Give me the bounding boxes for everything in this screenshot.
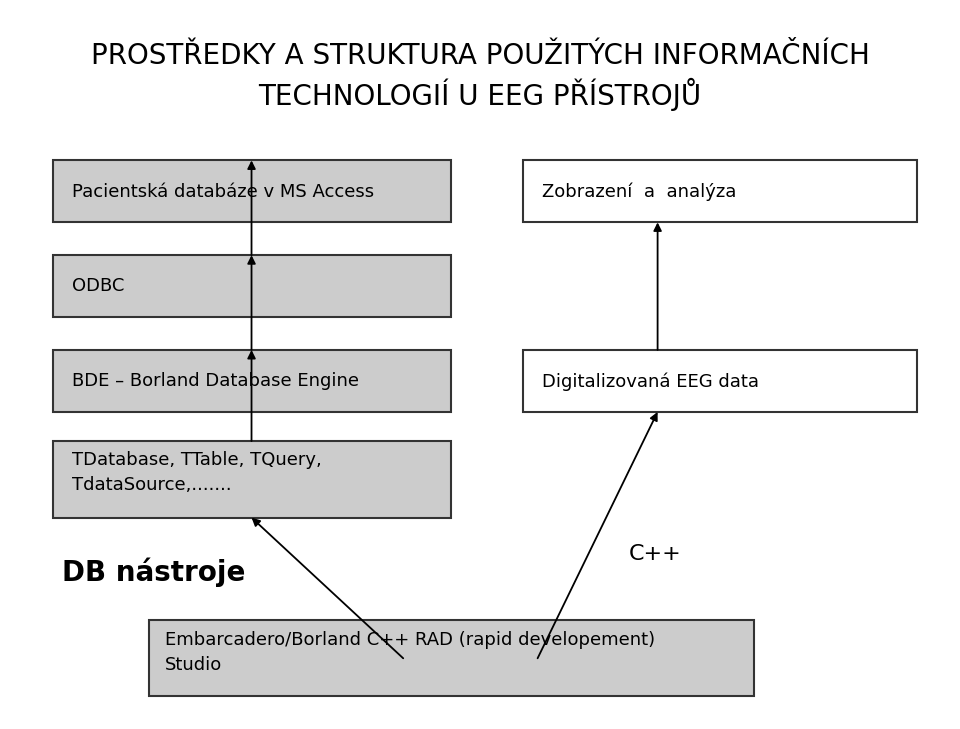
Text: Digitalizovaná EEG data: Digitalizovaná EEG data xyxy=(542,372,759,391)
Text: DB nástroje: DB nástroje xyxy=(62,558,246,587)
Text: Embarcadero/Borland C++ RAD (rapid developement)
Studio: Embarcadero/Borland C++ RAD (rapid devel… xyxy=(165,631,656,674)
Bar xyxy=(53,255,451,317)
Text: Zobrazení  a  analýza: Zobrazení a analýza xyxy=(542,182,736,201)
Text: Pacientská databáze v MS Access: Pacientská databáze v MS Access xyxy=(72,183,374,200)
Text: PROSTŘEDKY A STRUKTURA POUŽITÝCH INFORMAČNÍCH
TECHNOLOGIÍ U EEG PŘÍSTROJŮ: PROSTŘEDKY A STRUKTURA POUŽITÝCH INFORMA… xyxy=(90,42,870,112)
Bar xyxy=(53,160,451,222)
Text: ODBC: ODBC xyxy=(72,278,125,295)
Text: BDE – Borland Database Engine: BDE – Borland Database Engine xyxy=(72,373,359,390)
Bar xyxy=(149,620,754,696)
Bar xyxy=(53,441,451,518)
Text: C++: C++ xyxy=(629,544,682,564)
Bar xyxy=(523,350,917,412)
Bar xyxy=(523,160,917,222)
Text: TDatabase, TTable, TQuery,
TdataSource,.......: TDatabase, TTable, TQuery, TdataSource,.… xyxy=(72,451,322,494)
Bar xyxy=(53,350,451,412)
